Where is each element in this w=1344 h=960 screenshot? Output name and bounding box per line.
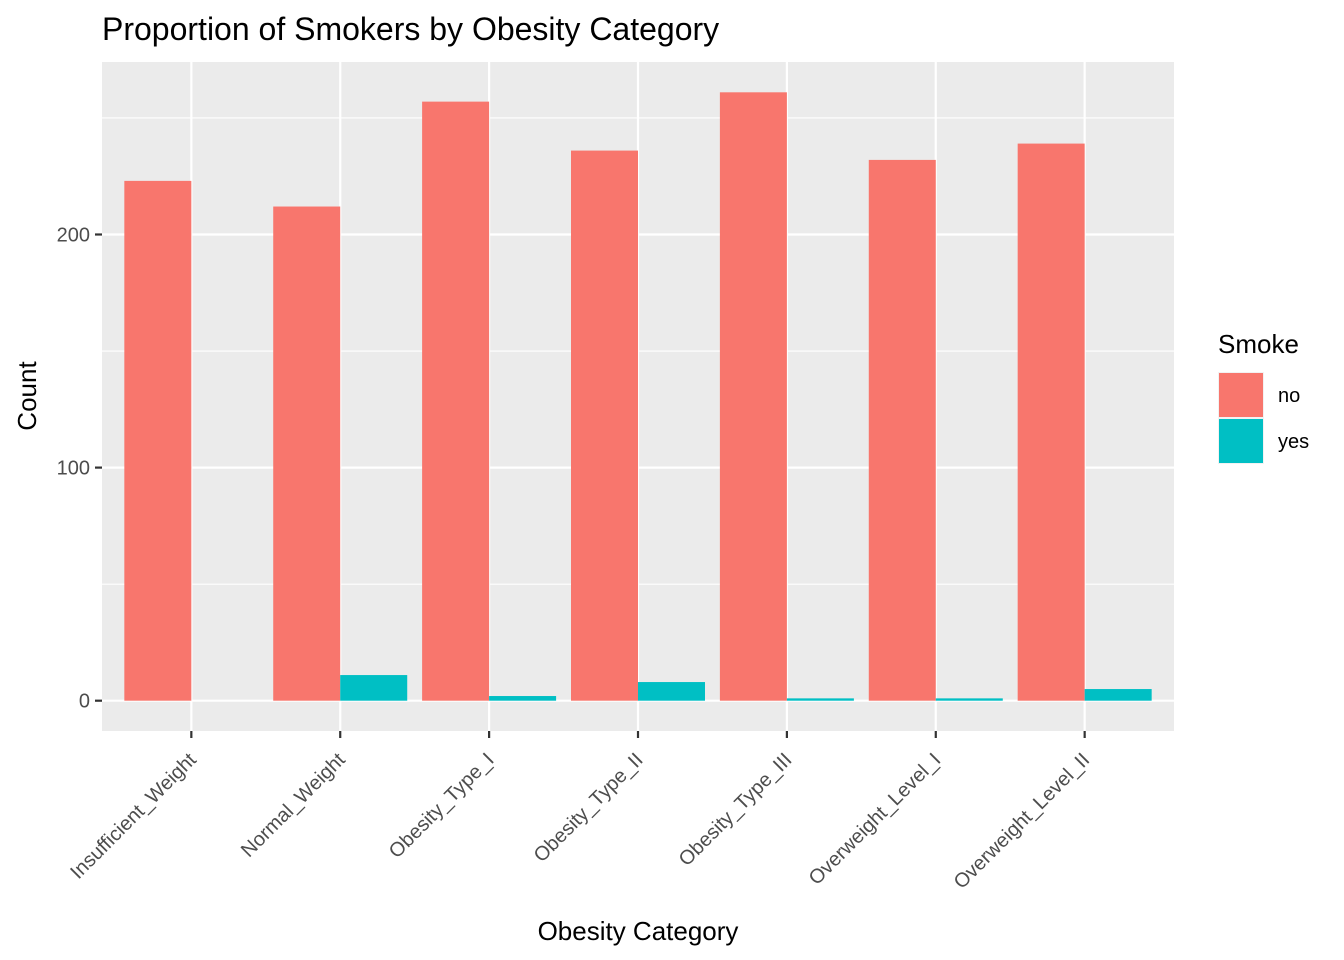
bar-yes [935,698,1003,701]
bar-yes [786,698,854,701]
chart-title: Proportion of Smokers by Obesity Categor… [102,11,719,47]
x-tick-label: Obesity_Type_I [385,749,499,863]
legend: Smoke no yes [1218,329,1309,464]
x-tick-label: Insufficient_Weight [66,749,201,884]
x-tick-label: Obesity_Type_II [530,749,648,867]
bar-no [868,159,936,701]
legend-title: Smoke [1218,329,1299,359]
legend-label-no: no [1278,385,1300,407]
legend-key-no [1219,373,1263,417]
bars [124,92,1152,701]
x-tick-label: Normal_Weight [237,749,350,862]
bar-no [1017,143,1085,701]
bar-no [719,92,787,701]
x-tick-label: Obesity_Type_III [675,749,797,871]
legend-key-yes [1219,419,1263,463]
x-tick-label: Overweight_Level_I [805,749,946,890]
x-tick-label: Overweight_Level_II [950,749,1094,893]
y-tick-label: 100 [57,458,90,480]
bar-no [273,206,341,701]
x-axis: Insufficient_Weight Normal_Weight Obesity_… [66,731,1094,893]
bar-yes [1084,689,1152,701]
bar-yes [638,682,705,701]
y-axis-title: Count [12,361,42,431]
bar-yes [489,696,557,701]
bar-no [571,150,638,701]
y-axis: 0 100 200 [57,224,102,713]
y-tick-label: 0 [79,691,90,713]
y-tick-label: 200 [57,224,90,246]
legend-label-yes: yes [1278,431,1309,453]
bar-no [422,101,490,701]
bar-no [124,180,192,701]
x-axis-title: Obesity Category [538,916,739,946]
bar-yes [340,675,408,701]
